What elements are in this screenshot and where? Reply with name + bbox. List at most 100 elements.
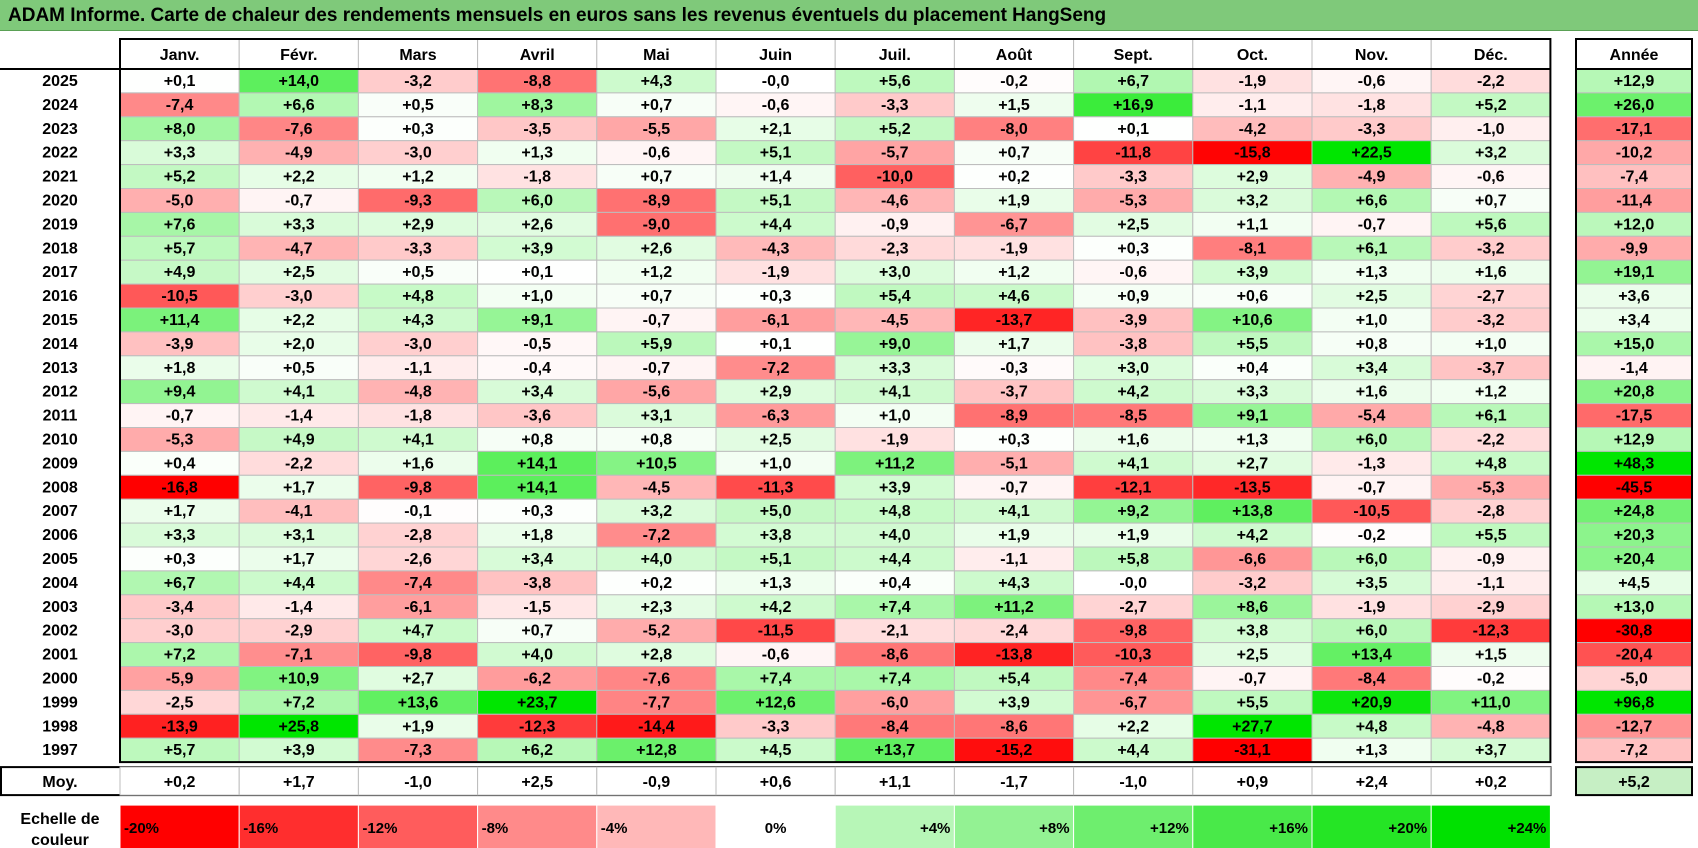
cell-value: +4,4	[760, 216, 792, 233]
year-label: 2013	[42, 360, 78, 377]
cell-value: -0,7	[1358, 479, 1386, 496]
annual-value: -7,4	[1620, 169, 1648, 186]
cell-value: +4,4	[283, 575, 315, 592]
avg-cell	[953, 766, 1075, 796]
cell-value: -0,7	[285, 193, 313, 210]
cell-value: -12,3	[519, 718, 556, 735]
cell-value: +6,0	[1356, 551, 1388, 568]
annual-value: -20,4	[1616, 647, 1653, 664]
cell-value: +16,9	[1113, 97, 1154, 114]
cell-value: -3,2	[1239, 575, 1267, 592]
cell-value: -5,6	[643, 384, 671, 401]
annual-value: -11,4	[1616, 193, 1652, 210]
cell-value: -6,7	[1119, 694, 1147, 711]
cell-value: +2,5	[1117, 216, 1149, 233]
cell-value: +1,8	[164, 360, 196, 377]
cell-value: +2,9	[760, 384, 792, 401]
year-label: 2022	[42, 145, 78, 162]
annual-value: +3,6	[1618, 288, 1650, 305]
cell-value: +14,1	[517, 455, 558, 472]
cell-value: +1,7	[998, 336, 1030, 353]
avg-value: +0,6	[760, 774, 792, 791]
avg-annual-cell	[1575, 766, 1693, 797]
cell-value: +6,2	[521, 742, 553, 759]
cell-value: -5,7	[881, 145, 909, 162]
cell-value: -5,1	[1000, 455, 1028, 472]
cell-value: -5,3	[1477, 479, 1505, 496]
cell-value: -8,9	[643, 193, 671, 210]
year-label: 2006	[42, 527, 78, 544]
cell-value: -8,6	[881, 647, 909, 664]
cell-value: -1,1	[1000, 551, 1028, 568]
cell-value: -11,5	[758, 623, 794, 640]
cell-value: -10,5	[1353, 503, 1390, 520]
year-label: 2012	[42, 384, 78, 401]
cell-value: +9,1	[521, 312, 553, 329]
cell-value: +11,2	[875, 455, 915, 472]
year-label: 1999	[42, 694, 78, 711]
cell-value: -1,9	[1358, 599, 1386, 616]
cell-value: +1,1	[1237, 216, 1269, 233]
year-label: 2002	[42, 623, 78, 640]
cell-value: -7,4	[166, 97, 194, 114]
cell-value: +20,9	[1351, 694, 1392, 711]
cell-value: +5,5	[1237, 694, 1269, 711]
cell-value: +5,5	[1475, 527, 1507, 544]
month-header-2: Févr.	[280, 47, 317, 64]
cell-value: +1,3	[1356, 264, 1388, 281]
cell-value: +2,0	[283, 336, 315, 353]
cell-value: +2,2	[1117, 718, 1149, 735]
cell-value: +4,3	[641, 73, 673, 90]
cell-value: +14,1	[517, 479, 558, 496]
cell-value: +13,8	[1232, 503, 1273, 520]
cell-value: +4,8	[879, 503, 911, 520]
cell-value: -3,0	[166, 623, 194, 640]
cell-value: +13,7	[875, 742, 916, 759]
annual-value: +24,8	[1614, 503, 1655, 520]
year-label: 2015	[42, 312, 78, 329]
cell-value: +3,9	[998, 694, 1030, 711]
annual-value: +15,0	[1614, 336, 1655, 353]
cell-value: +2,5	[760, 432, 792, 449]
cell-value: +0,5	[402, 264, 434, 281]
cell-value: -3,8	[523, 575, 551, 592]
cell-value: +3,0	[879, 264, 911, 281]
cell-value: +7,4	[879, 599, 911, 616]
month-header-cell	[834, 38, 955, 70]
cell-value: -3,6	[523, 408, 551, 425]
cell-value: +3,9	[879, 479, 911, 496]
annual-value: -10,2	[1616, 145, 1653, 162]
cell-value: -3,3	[1358, 121, 1386, 138]
annual-border	[1575, 68, 1693, 764]
cell-value: +4,1	[879, 384, 911, 401]
avg-cell	[834, 766, 955, 796]
annual-value: +26,0	[1614, 97, 1655, 114]
month-header-8: Août	[996, 47, 1033, 64]
annual-value: -5,0	[1620, 671, 1648, 688]
cell-value: +4,8	[1356, 718, 1388, 735]
cell-value: +1,3	[521, 145, 553, 162]
cell-value: +0,7	[641, 288, 673, 305]
cell-value: -4,1	[285, 503, 313, 520]
scale-label: 0%	[765, 820, 787, 837]
scale-label: +12%	[1150, 820, 1189, 837]
cell-value: +6,6	[283, 97, 315, 114]
annual-value: +20,4	[1614, 551, 1655, 568]
cell-value: +5,5	[1237, 336, 1269, 353]
cell-value: -1,3	[1358, 455, 1386, 472]
cell-value: -6,0	[881, 694, 909, 711]
cell-value: +0,8	[521, 432, 553, 449]
cell-value: +4,1	[1117, 455, 1149, 472]
cell-value: +8,0	[164, 121, 196, 138]
cell-value: +5,4	[998, 671, 1030, 688]
avg-value: -0,9	[643, 774, 671, 791]
year-label: 2007	[42, 503, 78, 520]
cell-value: -1,9	[1239, 73, 1267, 90]
cell-value: -12,3	[1473, 623, 1510, 640]
year-label: 2010	[42, 432, 78, 449]
cell-value: -3,3	[404, 240, 432, 257]
cell-value: +4,2	[760, 599, 792, 616]
cell-value: +5,7	[164, 240, 196, 257]
avg-value: +1,1	[879, 774, 911, 791]
cell-value: +1,5	[998, 97, 1030, 114]
